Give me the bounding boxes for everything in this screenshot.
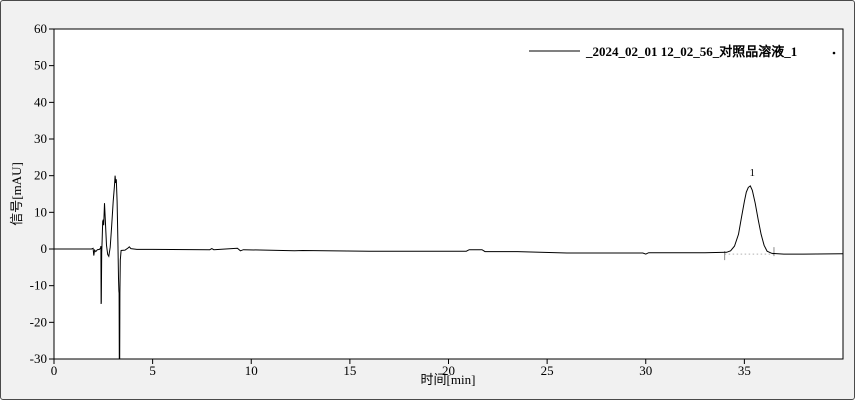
y-tick-label: 40 [34, 94, 47, 109]
x-tick-label: 30 [639, 363, 652, 378]
legend-end-dot [832, 51, 836, 55]
y-tick-label: 0 [41, 241, 48, 256]
signal-trace [54, 175, 844, 360]
x-tick-label: 35 [738, 363, 751, 378]
y-tick-label: -30 [30, 351, 47, 366]
x-tick-label: 25 [541, 363, 554, 378]
trace-path [54, 175, 844, 360]
y-tick-label: 30 [34, 131, 47, 146]
peak-number-label: 1 [750, 167, 756, 179]
y-tick-label: 50 [34, 58, 47, 73]
x-axis-title: 时间[min] [421, 372, 476, 387]
y-axis-title: 信号[mAU] [9, 162, 24, 226]
legend-series-label: _2024_02_01 12_02_56_对照品溶液_1 [585, 44, 797, 59]
x-tick-label: 5 [149, 363, 156, 378]
y-tick-label: -10 [30, 278, 47, 293]
x-tick-label: 10 [245, 363, 258, 378]
y-axis-ticks: 60 50 40 30 20 10 0 -10 -20 -30 [30, 21, 54, 366]
y-tick-label: 60 [34, 21, 47, 36]
x-tick-label: 20 [442, 363, 455, 378]
y-tick-label: 20 [34, 168, 47, 183]
legend: _2024_02_01 12_02_56_对照品溶液_1 [529, 44, 836, 59]
x-axis-ticks: 0 5 10 15 20 25 30 35 [51, 359, 751, 378]
y-tick-label: 10 [34, 204, 47, 219]
peak-labels: 1 [750, 167, 756, 179]
y-tick-label: -20 [30, 314, 47, 329]
plot-area [53, 28, 844, 360]
x-tick-label: 0 [51, 363, 58, 378]
x-tick-label: 15 [343, 363, 356, 378]
